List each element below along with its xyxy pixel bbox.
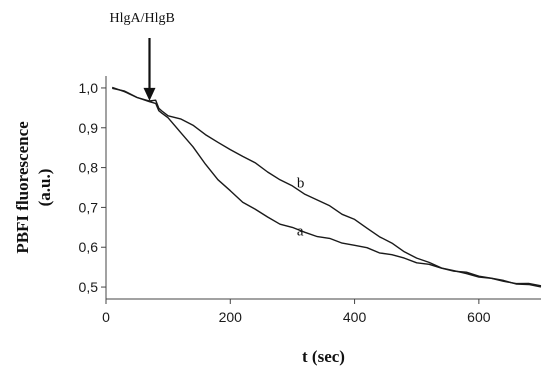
y-tick-label: 0,9	[79, 120, 99, 136]
axes	[105, 76, 541, 300]
series-line-b	[111, 86, 542, 287]
series-label-a: a	[297, 223, 304, 239]
tick-group: 0 200 400 600 0,5 0,6 0,7 0,8 0,9 1,0	[79, 80, 491, 325]
y-tick-label: 0,8	[79, 160, 99, 176]
x-tick-label: 600	[467, 309, 491, 325]
series-line-a	[112, 87, 542, 288]
series-group: ab	[111, 86, 542, 288]
annotation-label: HlgA/HlgB	[110, 11, 175, 26]
x-tick-label: 400	[343, 309, 367, 325]
y-axis-title-line-2: (a.u.)	[35, 169, 54, 207]
y-tick-label: 1,0	[79, 80, 99, 96]
series-label-b: b	[297, 175, 305, 191]
annotation-arrow-head	[143, 87, 156, 101]
x-tick-label: 0	[102, 309, 110, 325]
y-tick-label: 0,5	[79, 279, 99, 295]
y-tick-label: 0,6	[79, 239, 99, 255]
annotation-group: HlgA/HlgB	[110, 11, 175, 101]
x-axis-title: t (sec)	[302, 347, 345, 366]
y-axis-title-line-1: PBFI fluorescence	[13, 121, 32, 254]
y-tick-label: 0,7	[79, 199, 99, 215]
x-tick-label: 200	[219, 309, 243, 325]
y-axis-title: PBFI fluorescence (a.u.)	[13, 121, 54, 254]
